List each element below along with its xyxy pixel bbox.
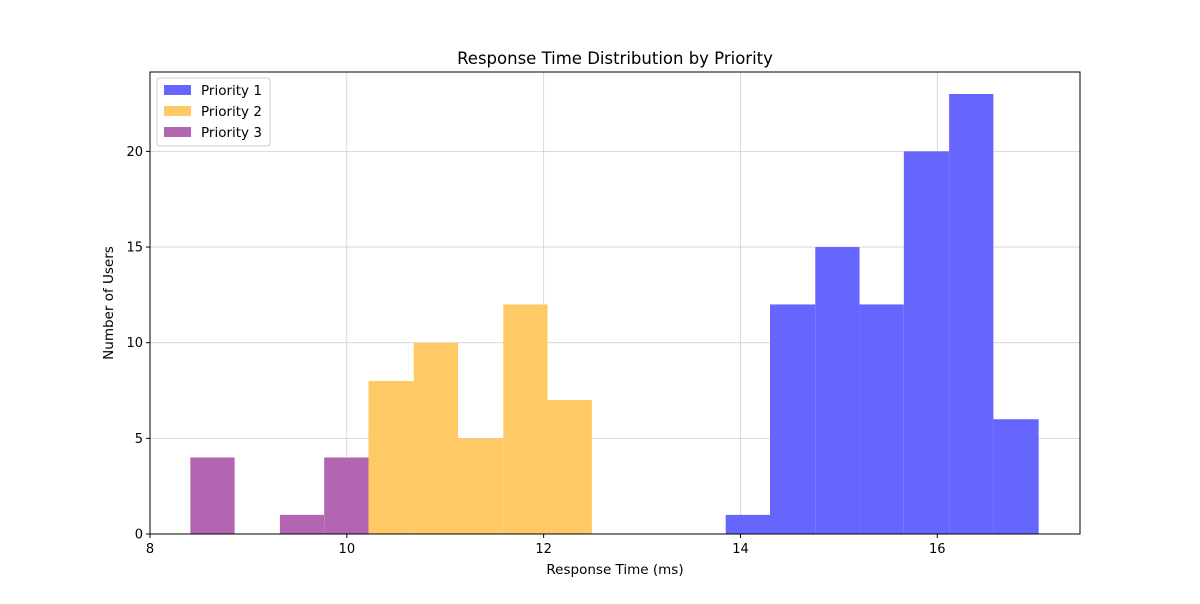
legend: Priority 1 Priority 2 Priority 3 [156,77,271,147]
y-tick-label: 20 [126,145,143,160]
x-tick-label: 16 [929,542,946,557]
y-axis-ticks: 0 5 10 15 20 [126,145,150,543]
bars-group [190,94,1039,535]
plot-frame [149,71,1081,535]
bar-priority-2 [547,400,592,534]
legend-label: Priority 2 [201,104,262,120]
y-tick-label: 0 [135,528,143,543]
y-axis-label: Number of Users [101,246,117,360]
x-axis-ticks: 8 10 12 14 16 [146,534,946,557]
x-tick-label: 14 [732,542,749,557]
legend-label: Priority 1 [201,83,262,99]
x-axis-label: Response Time (ms) [546,562,683,578]
legend-swatch [164,127,191,137]
bar-priority-2 [503,304,548,534]
x-tick-label: 10 [339,542,356,557]
bar-priority-3 [324,457,369,534]
bar-priority-3 [279,514,325,534]
bar-priority-3 [190,457,235,534]
bar-priority-2 [458,438,504,534]
legend-swatch [164,106,191,116]
y-tick-label: 5 [135,432,143,447]
bar-priority-1 [903,151,950,535]
chart-title: Response Time Distribution by Priority [457,49,773,68]
legend-label: Priority 3 [201,125,262,141]
bar-priority-1 [859,304,904,534]
bar-priority-2 [413,342,459,534]
x-tick-label: 12 [535,542,552,557]
bar-priority-1 [770,304,816,534]
y-tick-label: 10 [126,336,143,351]
x-tick-label: 8 [146,542,154,557]
bar-priority-1 [949,94,994,534]
y-tick-label: 15 [126,241,143,256]
bar-priority-1 [725,514,770,534]
bar-priority-1 [815,247,860,535]
bar-priority-2 [368,380,414,534]
legend-swatch [164,85,191,95]
bar-priority-1 [993,419,1039,534]
